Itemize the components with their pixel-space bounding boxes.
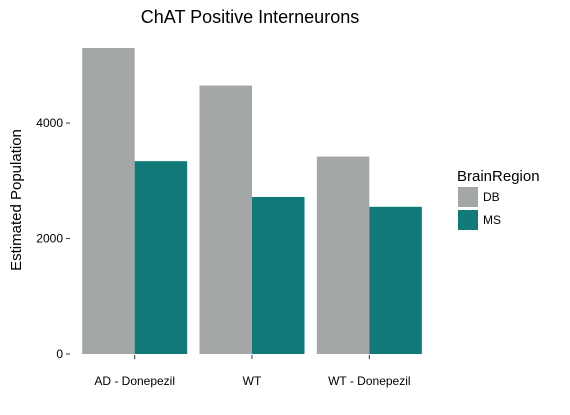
chart-title: ChAT Positive Interneurons [141,7,359,27]
x-axis: AD - Donepezil WT WT - Donepezil [94,355,411,388]
legend-swatch-ms [458,210,478,230]
legend-swatch-db [458,187,478,207]
y-axis: 0 2000 4000 [36,116,70,361]
bar-ms-3 [369,206,422,354]
legend-title: BrainRegion [457,168,540,185]
legend-label-ms: MS [483,213,501,227]
x-tick-label: WT - Donepezil [328,374,410,388]
y-axis-title: Estimated Population [8,129,25,271]
y-tick-label: 2000 [36,232,63,246]
bar-ms-2 [252,196,305,354]
legend-label-db: DB [483,190,500,204]
x-tick-label: WT [243,374,262,388]
y-tick-label: 4000 [36,116,63,130]
plot-area [82,48,422,354]
y-tick-label: 0 [56,347,63,361]
bar-db-2 [199,85,252,354]
bar-ms-1 [134,161,188,354]
legend: BrainRegion DB MS [457,168,540,230]
bar-db-3 [316,156,370,354]
x-tick-label: AD - Donepezil [94,374,175,388]
bar-db-1 [82,48,135,354]
